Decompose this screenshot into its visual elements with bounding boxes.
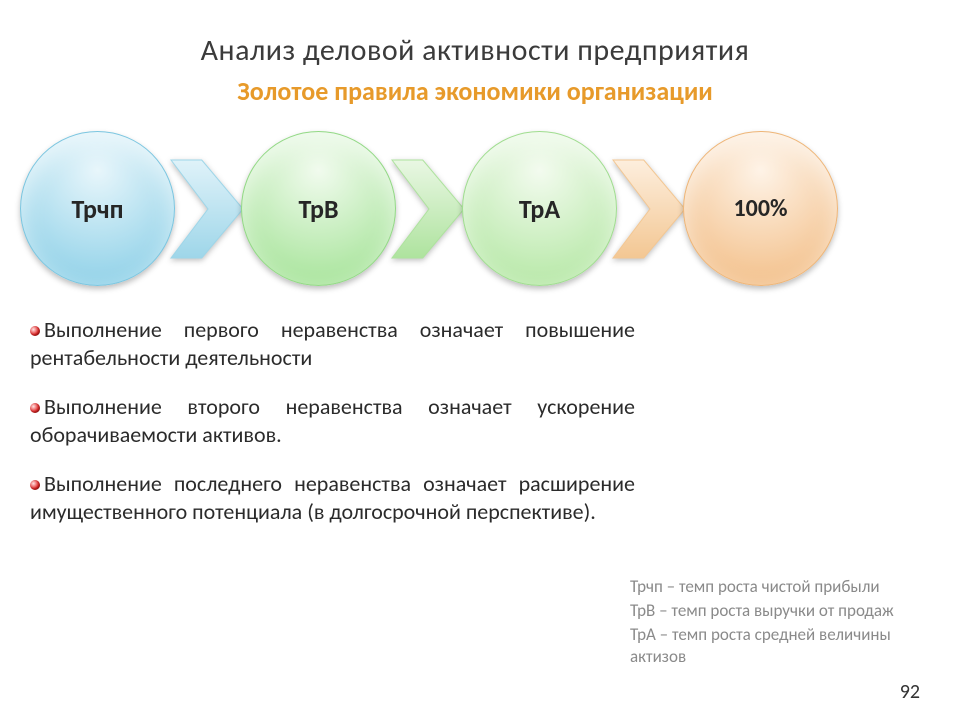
flow-node-label: 100%	[734, 194, 788, 223]
slide-subtitle: Золотое правила экономики организации	[30, 75, 920, 107]
bullet-marker-icon	[30, 480, 40, 490]
flow-node-2: ТрА	[462, 131, 617, 286]
legend-row: ТрВ – темп роста выручки от продаж	[630, 600, 920, 622]
bullet-item: Выполнение последнего неравенства означа…	[30, 470, 635, 525]
bullet-item: Выполнение второго неравенства означает …	[30, 393, 635, 448]
flow-node-3: 100%	[683, 131, 838, 286]
bullet-text: Выполнение первого неравенства означает …	[30, 316, 635, 371]
legend-desc: – темп роста чистой прибыли	[663, 576, 880, 597]
flow-node-label: Трчп	[71, 193, 123, 225]
chevron-icon	[169, 154, 247, 264]
legend-desc: – темп роста средней величины актизов	[630, 624, 891, 667]
page-number: 92	[900, 680, 920, 704]
bullet-list: Выполнение первого неравенства означает …	[30, 316, 635, 525]
flow-node-1: ТрВ	[241, 131, 396, 286]
legend-row: Трчп – темп роста чистой прибыли	[630, 576, 920, 598]
legend: Трчп – темп роста чистой прибылиТрВ – те…	[630, 576, 920, 670]
bullet-text: Выполнение второго неравенства означает …	[30, 393, 635, 448]
legend-row: ТрА – темп роста средней величины актизо…	[630, 624, 920, 668]
bullet-text: Выполнение последнего неравенства означа…	[30, 470, 635, 525]
chevron-icon	[611, 154, 689, 264]
bullet-item: Выполнение первого неравенства означает …	[30, 316, 635, 371]
legend-abbr: ТрА	[630, 624, 656, 645]
legend-abbr: ТрВ	[630, 600, 655, 621]
process-flow: Трчп ТрВ	[20, 131, 920, 286]
slide: Анализ деловой активности предприятия Зо…	[0, 0, 960, 720]
legend-abbr: Трчп	[630, 576, 663, 597]
bullet-marker-icon	[30, 403, 40, 413]
flow-node-label: ТрВ	[298, 193, 338, 225]
body-row: Выполнение первого неравенства означает …	[30, 316, 920, 525]
chevron-icon	[390, 154, 468, 264]
slide-title: Анализ деловой активности предприятия	[30, 32, 920, 69]
flow-node-label: ТрА	[519, 193, 560, 225]
legend-desc: – темп роста выручки от продаж	[655, 600, 893, 621]
flow-node-0: Трчп	[20, 131, 175, 286]
bullet-marker-icon	[30, 326, 40, 336]
